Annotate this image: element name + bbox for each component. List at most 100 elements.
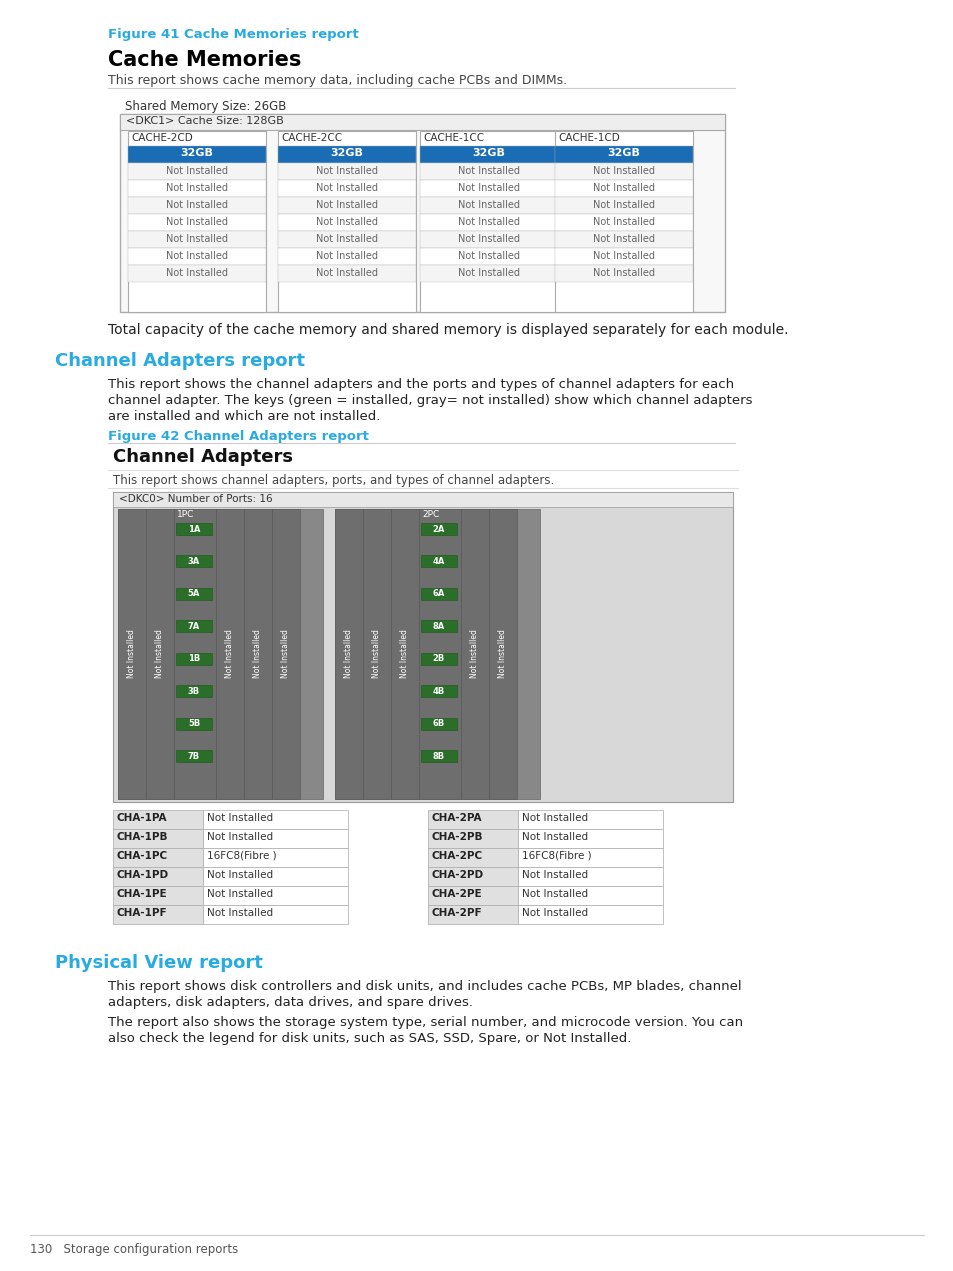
Text: CHA-1PC: CHA-1PC <box>117 852 168 860</box>
Text: Not Installed: Not Installed <box>207 888 273 899</box>
Bar <box>420 522 456 535</box>
Bar <box>112 810 203 829</box>
Bar <box>277 131 416 311</box>
Text: Not Installed: Not Installed <box>225 629 234 679</box>
Text: Total capacity of the cache memory and shared memory is displayed separately for: Total capacity of the cache memory and s… <box>108 323 788 337</box>
Text: 3A: 3A <box>188 557 200 566</box>
Bar <box>120 114 724 311</box>
Bar <box>419 248 558 264</box>
Bar <box>112 829 203 848</box>
Text: CHA-2PC: CHA-2PC <box>432 852 482 860</box>
Text: Not Installed: Not Installed <box>155 629 164 679</box>
Text: 2PC: 2PC <box>421 510 438 519</box>
Bar <box>489 508 517 799</box>
Text: channel adapter. The keys (green = installed, gray= not installed) show which ch: channel adapter. The keys (green = insta… <box>108 394 752 407</box>
Text: Cache Memories: Cache Memories <box>108 50 301 70</box>
Bar <box>128 197 266 214</box>
Text: <DKC1> Cache Size: 128GB: <DKC1> Cache Size: 128GB <box>126 116 283 126</box>
Text: 5A: 5A <box>188 590 200 599</box>
Bar <box>335 508 363 799</box>
Text: Not Installed: Not Installed <box>166 183 228 193</box>
Bar <box>419 180 558 197</box>
Text: Not Installed: Not Installed <box>207 813 273 824</box>
Bar <box>175 555 212 567</box>
Text: This report shows disk controllers and disk units, and includes cache PCBs, MP b: This report shows disk controllers and d… <box>108 980 740 993</box>
Text: Not Installed: Not Installed <box>593 167 655 175</box>
Text: Figure 41 Cache Memories report: Figure 41 Cache Memories report <box>108 28 358 41</box>
Text: Not Installed: Not Installed <box>315 250 377 261</box>
Text: CHA-1PA: CHA-1PA <box>117 813 168 824</box>
Bar <box>128 180 266 197</box>
Text: Shared Memory Size: 26GB: Shared Memory Size: 26GB <box>125 100 286 113</box>
Text: 8B: 8B <box>433 751 445 761</box>
Text: CACHE-2CC: CACHE-2CC <box>281 133 342 144</box>
Text: Not Installed: Not Installed <box>315 167 377 175</box>
Text: Not Installed: Not Installed <box>166 268 228 278</box>
Bar <box>128 248 266 264</box>
Text: CACHE-1CC: CACHE-1CC <box>422 133 483 144</box>
Bar <box>428 867 517 886</box>
Text: CACHE-2CD: CACHE-2CD <box>131 133 193 144</box>
Text: 6B: 6B <box>433 719 445 728</box>
Bar <box>277 146 416 163</box>
Text: CHA-1PB: CHA-1PB <box>117 833 169 841</box>
Text: 32GB: 32GB <box>607 147 639 158</box>
Text: Not Installed: Not Installed <box>315 268 377 278</box>
Text: Not Installed: Not Installed <box>470 629 479 679</box>
Bar <box>517 886 662 905</box>
Bar <box>112 492 732 507</box>
Bar <box>517 810 662 829</box>
Text: 5B: 5B <box>188 719 200 728</box>
Bar <box>128 214 266 231</box>
Text: CHA-2PB: CHA-2PB <box>432 833 483 841</box>
Text: CACHE-1CD: CACHE-1CD <box>558 133 619 144</box>
Bar <box>420 588 456 600</box>
Text: Not Installed: Not Installed <box>400 629 409 679</box>
Bar <box>120 114 724 130</box>
Text: Not Installed: Not Installed <box>521 813 587 824</box>
Bar <box>277 231 416 248</box>
Text: Not Installed: Not Installed <box>315 183 377 193</box>
Bar <box>555 131 692 311</box>
Text: Not Installed: Not Installed <box>457 167 519 175</box>
Text: Not Installed: Not Installed <box>593 250 655 261</box>
Text: CHA-1PF: CHA-1PF <box>117 907 168 918</box>
Bar <box>517 867 662 886</box>
Text: Channel Adapters: Channel Adapters <box>112 447 293 466</box>
Text: Not Installed: Not Installed <box>457 234 519 244</box>
Text: CHA-1PD: CHA-1PD <box>117 871 169 880</box>
Bar <box>203 810 348 829</box>
Text: Not Installed: Not Installed <box>457 200 519 210</box>
Text: Not Installed: Not Installed <box>315 217 377 228</box>
Bar <box>277 180 416 197</box>
Bar <box>128 131 266 311</box>
Bar <box>517 905 662 924</box>
Text: <DKC0> Number of Ports: 16: <DKC0> Number of Ports: 16 <box>119 494 273 505</box>
Text: 8A: 8A <box>433 622 445 630</box>
Text: Not Installed: Not Installed <box>166 250 228 261</box>
Bar <box>128 146 266 163</box>
Text: 32GB: 32GB <box>180 147 213 158</box>
Bar <box>555 163 692 180</box>
Text: Not Installed: Not Installed <box>207 907 273 918</box>
Bar <box>118 508 323 799</box>
Text: 16FC8(Fibre ): 16FC8(Fibre ) <box>521 852 591 860</box>
Bar <box>175 718 212 730</box>
Bar <box>419 231 558 248</box>
Text: Not Installed: Not Installed <box>457 268 519 278</box>
Text: This report shows the channel adapters and the ports and types of channel adapte: This report shows the channel adapters a… <box>108 377 734 391</box>
Bar <box>112 848 203 867</box>
Text: Not Installed: Not Installed <box>315 234 377 244</box>
Text: CHA-2PF: CHA-2PF <box>432 907 482 918</box>
Text: Channel Adapters report: Channel Adapters report <box>55 352 305 370</box>
Text: Not Installed: Not Installed <box>166 200 228 210</box>
Text: Not Installed: Not Installed <box>166 234 228 244</box>
Bar <box>555 214 692 231</box>
Bar <box>420 718 456 730</box>
Bar <box>419 264 558 282</box>
Text: Not Installed: Not Installed <box>457 217 519 228</box>
Text: The report also shows the storage system type, serial number, and microcode vers: The report also shows the storage system… <box>108 1016 742 1030</box>
Text: 7B: 7B <box>188 751 200 761</box>
Text: 16FC8(Fibre ): 16FC8(Fibre ) <box>207 852 276 860</box>
Bar <box>277 264 416 282</box>
